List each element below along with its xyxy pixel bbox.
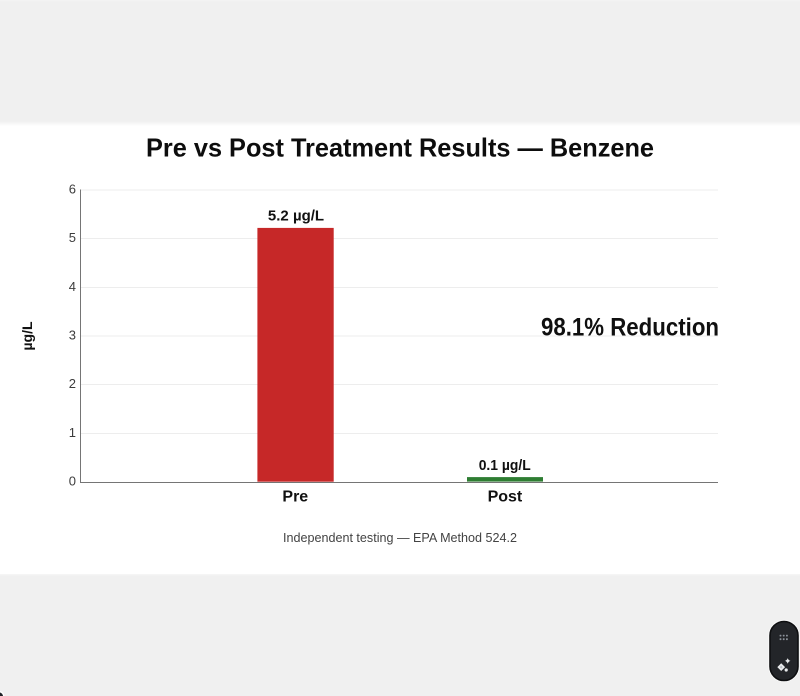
svg-text:0: 0 [69, 474, 76, 489]
svg-text:1: 1 [69, 425, 76, 440]
svg-text:2: 2 [69, 376, 76, 391]
svg-text:Post: Post [488, 489, 523, 506]
svg-text:5: 5 [69, 230, 76, 245]
svg-text:5.2 µg/L: 5.2 µg/L [268, 207, 324, 224]
svg-text:Pre: Pre [282, 489, 308, 506]
svg-text:6: 6 [69, 182, 76, 197]
svg-text:0.1 µg/L: 0.1 µg/L [479, 457, 531, 474]
svg-text:Pre vs Post Treatment Results: Pre vs Post Treatment Results — Benzene [146, 132, 654, 162]
svg-text:3: 3 [69, 328, 76, 343]
svg-text:4: 4 [69, 279, 76, 294]
svg-text:98.1% Reduction: 98.1% Reduction [541, 314, 719, 342]
svg-text:µg/L: µg/L [19, 321, 35, 351]
svg-text:Independent testing — EPA Meth: Independent testing — EPA Method 524.2 [283, 530, 517, 545]
